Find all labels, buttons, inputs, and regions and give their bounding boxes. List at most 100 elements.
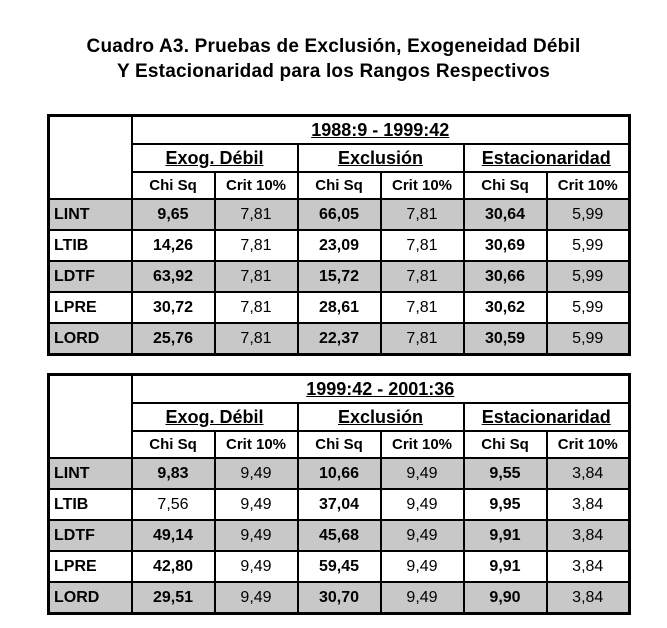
results-table-2: 1999:42 - 2001:36 Exog. Débil Exclusión … xyxy=(47,373,631,615)
cell-value: 30,66 xyxy=(462,260,548,293)
subheader-chi-sq: Chi Sq xyxy=(462,171,548,200)
cell-value: 28,61 xyxy=(296,291,382,324)
cell-value: 7,56 xyxy=(130,488,216,521)
cell-value: 63,92 xyxy=(130,260,216,293)
cell-value: 22,37 xyxy=(296,322,382,356)
group-header-exog: Exog. Débil xyxy=(130,402,299,432)
subheader-crit: Crit 10% xyxy=(213,430,299,459)
group-header-exog: Exog. Débil xyxy=(130,143,299,173)
subheader-chi-sq: Chi Sq xyxy=(462,430,548,459)
table-row: LDTF 49,14 9,49 45,68 9,49 9,91 3,84 xyxy=(47,519,631,552)
cell-value: 7,81 xyxy=(213,260,299,293)
table-row: LINT 9,83 9,49 10,66 9,49 9,55 3,84 xyxy=(47,457,631,490)
period-header: 1988:9 - 1999:42 xyxy=(130,114,631,145)
table-title-line-2: Y Estacionaridad para los Rangos Respect… xyxy=(117,61,550,82)
row-label: LORD xyxy=(47,322,133,356)
cell-value: 59,45 xyxy=(296,550,382,583)
table-row: LORD 29,51 9,49 30,70 9,49 9,90 3,84 xyxy=(47,581,631,615)
cell-value: 25,76 xyxy=(130,322,216,356)
subheader-crit: Crit 10% xyxy=(545,171,631,200)
subheader-chi-sq: Chi Sq xyxy=(130,430,216,459)
cell-value: 3,84 xyxy=(545,581,631,615)
cell-value: 9,90 xyxy=(462,581,548,615)
cell-value: 30,64 xyxy=(462,198,548,231)
cell-value: 30,70 xyxy=(296,581,382,615)
row-label: LTIB xyxy=(47,229,133,262)
group-header-stationarity: Estacionaridad xyxy=(462,143,631,173)
cell-value: 3,84 xyxy=(545,488,631,521)
group-header-exclusion: Exclusión xyxy=(296,402,465,432)
cell-value: 7,81 xyxy=(379,260,465,293)
cell-value: 9,49 xyxy=(213,457,299,490)
group-header-exclusion: Exclusión xyxy=(296,143,465,173)
cell-value: 30,72 xyxy=(130,291,216,324)
subheader-chi-sq: Chi Sq xyxy=(130,171,216,200)
cell-value: 9,49 xyxy=(379,488,465,521)
cell-value: 23,09 xyxy=(296,229,382,262)
cell-value: 10,66 xyxy=(296,457,382,490)
cell-value: 7,81 xyxy=(213,198,299,231)
cell-value: 15,72 xyxy=(296,260,382,293)
cell-value: 42,80 xyxy=(130,550,216,583)
corner-blank xyxy=(48,115,133,200)
cell-value: 30,62 xyxy=(462,291,548,324)
row-label: LINT xyxy=(47,457,133,490)
cell-value: 9,49 xyxy=(379,457,465,490)
row-label: LORD xyxy=(47,581,133,615)
cell-value: 5,99 xyxy=(545,260,631,293)
cell-value: 14,26 xyxy=(130,229,216,262)
subheader-crit: Crit 10% xyxy=(545,430,631,459)
cell-value: 9,49 xyxy=(379,519,465,552)
table-row: LPRE 42,80 9,49 59,45 9,49 9,91 3,84 xyxy=(47,550,631,583)
period-header: 1999:42 - 2001:36 xyxy=(130,373,631,404)
cell-value: 7,81 xyxy=(213,322,299,356)
cell-value: 3,84 xyxy=(545,457,631,490)
results-table-1: 1988:9 - 1999:42 Exog. Débil Exclusión E… xyxy=(47,114,631,356)
cell-value: 9,55 xyxy=(462,457,548,490)
cell-value: 30,69 xyxy=(462,229,548,262)
subheader-chi-sq: Chi Sq xyxy=(296,171,382,200)
row-label: LINT xyxy=(47,198,133,231)
cell-value: 5,99 xyxy=(545,322,631,356)
table-row: LDTF 63,92 7,81 15,72 7,81 30,66 5,99 xyxy=(47,260,631,293)
subheader-crit: Crit 10% xyxy=(213,171,299,200)
cell-value: 9,49 xyxy=(213,581,299,615)
cell-value: 9,49 xyxy=(379,550,465,583)
cell-value: 29,51 xyxy=(130,581,216,615)
row-label: LDTF xyxy=(47,519,133,552)
cell-value: 30,59 xyxy=(462,322,548,356)
cell-value: 9,91 xyxy=(462,519,548,552)
cell-value: 9,49 xyxy=(213,550,299,583)
table-row: LPRE 30,72 7,81 28,61 7,81 30,62 5,99 xyxy=(47,291,631,324)
cell-value: 7,81 xyxy=(379,291,465,324)
cell-value: 3,84 xyxy=(545,550,631,583)
corner-blank xyxy=(48,374,133,459)
row-label: LDTF xyxy=(47,260,133,293)
table-row: LINT 9,65 7,81 66,05 7,81 30,64 5,99 xyxy=(47,198,631,231)
cell-value: 5,99 xyxy=(545,291,631,324)
cell-value: 9,91 xyxy=(462,550,548,583)
row-label: LPRE xyxy=(47,291,133,324)
cell-value: 7,81 xyxy=(213,291,299,324)
subheader-crit: Crit 10% xyxy=(379,171,465,200)
cell-value: 49,14 xyxy=(130,519,216,552)
cell-value: 37,04 xyxy=(296,488,382,521)
cell-value: 5,99 xyxy=(545,198,631,231)
cell-value: 7,81 xyxy=(379,229,465,262)
row-label: LPRE xyxy=(47,550,133,583)
cell-value: 9,83 xyxy=(130,457,216,490)
table-title-line-1: Cuadro A3. Pruebas de Exclusión, Exogene… xyxy=(86,36,581,57)
cell-value: 9,95 xyxy=(462,488,548,521)
cell-value: 7,81 xyxy=(379,322,465,356)
cell-value: 9,49 xyxy=(213,519,299,552)
table-row: LTIB 7,56 9,49 37,04 9,49 9,95 3,84 xyxy=(47,488,631,521)
cell-value: 66,05 xyxy=(296,198,382,231)
subheader-chi-sq: Chi Sq xyxy=(296,430,382,459)
cell-value: 9,49 xyxy=(379,581,465,615)
cell-value: 7,81 xyxy=(379,198,465,231)
row-label: LTIB xyxy=(47,488,133,521)
cell-value: 9,65 xyxy=(130,198,216,231)
table-row: LORD 25,76 7,81 22,37 7,81 30,59 5,99 xyxy=(47,322,631,356)
subheader-crit: Crit 10% xyxy=(379,430,465,459)
cell-value: 7,81 xyxy=(213,229,299,262)
